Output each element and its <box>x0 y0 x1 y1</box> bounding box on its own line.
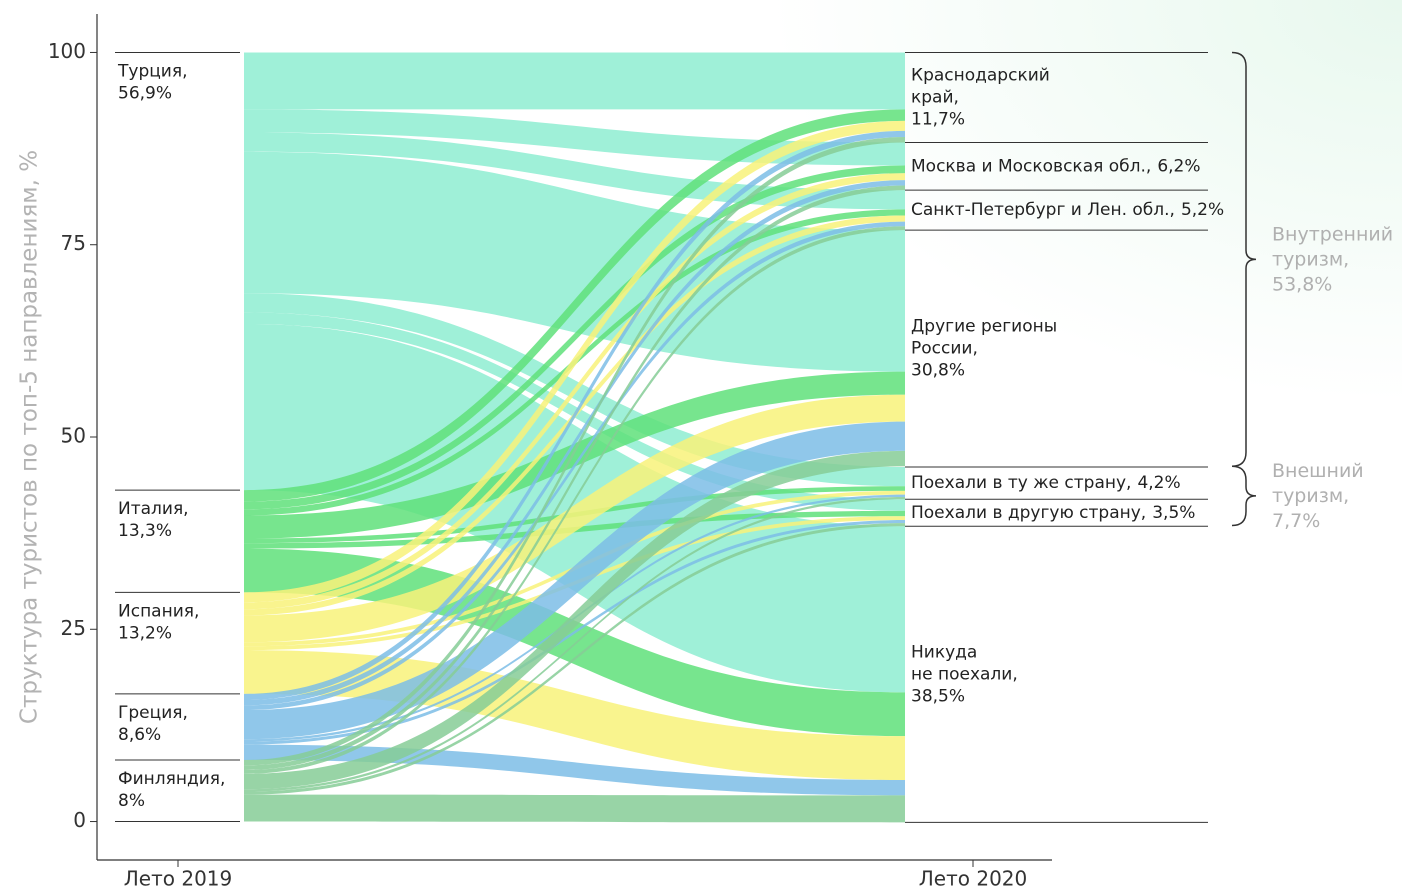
y-tick-label: 100 <box>48 39 86 63</box>
y-tick-label: 25 <box>61 616 86 640</box>
flow <box>244 173 905 610</box>
bracket <box>1231 465 1257 527</box>
source-label: Испания, 13,2% <box>118 601 199 643</box>
target-label-line: Краснодарский <box>911 65 1050 85</box>
flow <box>244 496 905 792</box>
source-value-label: 56,9% <box>118 83 172 103</box>
source-label-line: Испания, <box>118 601 199 621</box>
group-label: Внешний туризм, 7,7% <box>1272 459 1364 531</box>
group-label-line: Внешний <box>1272 459 1364 481</box>
group-label-line: туризм, <box>1272 484 1349 506</box>
flow <box>244 137 905 766</box>
flow <box>244 165 905 510</box>
flow <box>244 450 905 790</box>
target-label: Поехали в другую страну, 3,5% <box>911 503 1195 523</box>
target-label: Другие регионы России, 30,8% <box>911 317 1057 381</box>
target-label-line: Поехали в другую страну, <box>911 503 1146 523</box>
flow <box>244 185 905 771</box>
source-value-label: 8% <box>118 791 145 811</box>
target-label-line: край, <box>911 87 959 107</box>
flow <box>244 221 905 711</box>
source-label: Италия, 13,3% <box>118 499 189 541</box>
target-label-line: Москва и Московская обл., <box>911 156 1151 176</box>
source-value-label: 13,2% <box>118 623 172 643</box>
flow <box>244 52 905 110</box>
flow <box>244 130 905 701</box>
source-label-line: Греция, <box>118 703 188 723</box>
flow <box>244 523 905 795</box>
target-label-line: Другие регионы <box>911 317 1057 337</box>
target-value-label: 11,7% <box>911 109 965 129</box>
source-label: Греция, 8,6% <box>118 703 188 745</box>
target-label: Москва и Московская обл., 6,2% <box>911 156 1201 176</box>
source-value-label: 13,3% <box>118 521 172 541</box>
flow <box>244 120 905 603</box>
target-value-label: 5,2% <box>1181 200 1224 220</box>
target-value-label: 4,2% <box>1137 473 1180 493</box>
flow <box>244 226 905 774</box>
source-label: Турция, 56,9% <box>117 61 188 103</box>
target-label: Краснодарский край, 11,7% <box>911 65 1050 129</box>
target-label-line: Санкт-Петербург и Лен. обл., <box>911 200 1175 220</box>
target-label-line: Поехали в ту же страну, <box>911 473 1131 493</box>
y-tick-label: 50 <box>61 424 86 448</box>
flow <box>244 151 905 372</box>
x-tick-label: Лето 2020 <box>919 867 1028 891</box>
source-label: Финляндия, 8% <box>118 769 225 811</box>
target-label-line: Никуда <box>911 642 977 662</box>
target-label: Никуда не поехали, 38,5% <box>911 642 1018 706</box>
y-tick-label: 0 <box>73 808 86 832</box>
flow <box>244 421 905 740</box>
flow <box>244 180 905 706</box>
flow <box>244 794 905 823</box>
source-label-line: Турция, <box>117 61 188 81</box>
group-value-label: 7,7% <box>1272 509 1320 531</box>
bracket <box>1231 51 1257 467</box>
y-axis-label: Структура туристов по топ-5 направлениям… <box>17 150 43 724</box>
group-label-line: туризм, <box>1272 248 1349 270</box>
target-value-label: 3,5% <box>1152 503 1195 523</box>
flow <box>244 394 905 643</box>
target-value-label: 6,2% <box>1157 156 1200 176</box>
flow <box>244 520 905 745</box>
y-tick-label: 75 <box>61 231 86 255</box>
source-label-line: Италия, <box>118 499 189 519</box>
flow <box>244 371 905 539</box>
group-label-line: Внутренний <box>1272 223 1393 245</box>
flow <box>244 744 905 796</box>
target-label-line: не поехали, <box>911 664 1018 684</box>
target-label: Поехали в ту же страну, 4,2% <box>911 473 1181 493</box>
target-label: Санкт-Петербург и Лен. обл., 5,2% <box>911 200 1224 220</box>
flow <box>244 312 905 511</box>
source-value-label: 8,6% <box>118 725 161 745</box>
target-label-line: России, <box>911 339 978 359</box>
group-label: Внутренний туризм, 53,8% <box>1272 223 1393 295</box>
flow <box>244 109 905 502</box>
source-label-line: Финляндия, <box>118 769 225 789</box>
group-value-label: 53,8% <box>1272 273 1332 295</box>
x-tick-label: Лето 2019 <box>124 867 233 891</box>
target-value-label: 30,8% <box>911 361 965 381</box>
target-value-label: 38,5% <box>911 686 965 706</box>
flow <box>244 132 905 210</box>
